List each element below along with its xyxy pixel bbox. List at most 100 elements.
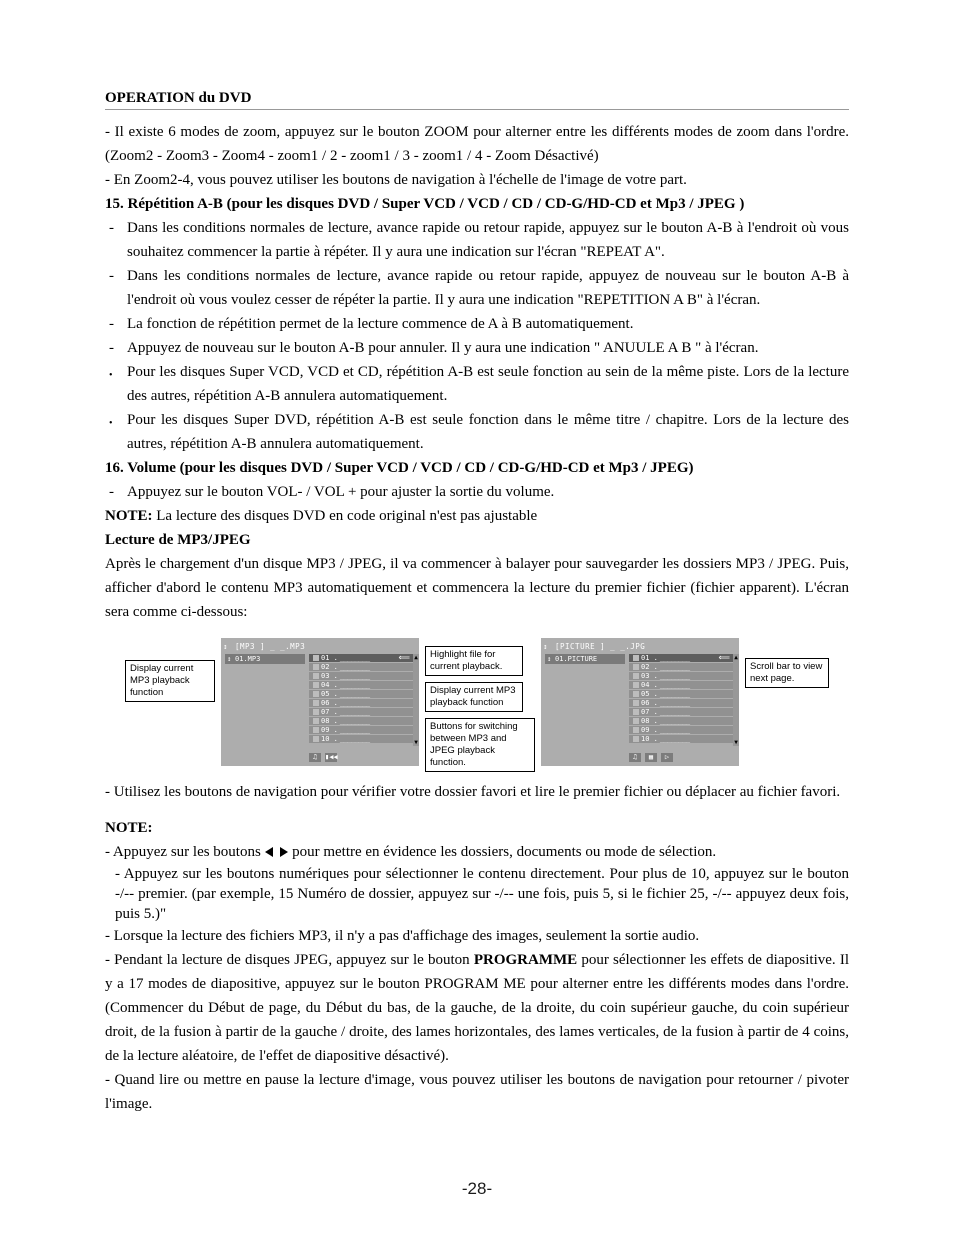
intro-para-1: - Il existe 6 modes de zoom, appuyez sur… (105, 120, 849, 168)
list-item: 01 . ⟸ (629, 654, 733, 662)
note2-line-1: - Appuyez sur les boutons pour mettre en… (105, 840, 849, 864)
lecture-title: Lecture de MP3/JPEG (105, 528, 849, 552)
note2-4c: pour sélectionner les effets de diaposit… (105, 952, 849, 1064)
lecture-para: Après le chargement d'un disque MP3 / JP… (105, 552, 849, 624)
programme-bold: PROGRAMME (474, 952, 577, 968)
note2-1b: pour mettre en évidence les dossiers, do… (288, 844, 716, 860)
bullet-text: Appuyez sur le bouton VOL- / VOL + pour … (127, 484, 554, 500)
page-number: -28- (0, 1179, 954, 1199)
file-icon (313, 718, 319, 724)
mode-buttons: ♫ ▮◀◀ (309, 753, 337, 762)
item-label: 04 . (641, 681, 658, 689)
list-item: 10 . (629, 735, 733, 743)
note-volume: NOTE: La lecture des disques DVD en code… (105, 504, 849, 528)
triangle-left-icon (265, 847, 273, 857)
item-label: 05 . (321, 690, 338, 698)
item-label: 01 . (641, 654, 658, 662)
file-icon (313, 664, 319, 670)
item-label: 07 . (321, 708, 338, 716)
list-item: 08 . (309, 717, 413, 725)
item-label: 03 . (321, 672, 338, 680)
list-item: 06 . (309, 699, 413, 707)
item-label: 02 . (321, 663, 338, 671)
list-item: 08 . (629, 717, 733, 725)
list-item: 06 . (629, 699, 733, 707)
list-item: 07 . (309, 708, 413, 716)
mode-btn-music-icon: ♫ (629, 753, 641, 762)
file-icon (313, 655, 319, 661)
mp3-file-list: 01 . ⟸ 02 . 03 . 04 . 05 . 06 . 07 . 08 .… (309, 654, 413, 743)
list-item: 07 . (629, 708, 733, 716)
item-label: 03 . (641, 672, 658, 680)
mode-btn-rewind-icon: ▮◀◀ (325, 753, 337, 762)
list-item: 04 . (629, 681, 733, 689)
updown-icon: ↕ (547, 654, 551, 664)
bullet-text: Pour les disques Super VCD, VCD et CD, r… (127, 364, 849, 404)
item-label: 09 . (641, 726, 658, 734)
note-text: La lecture des disques DVD en code origi… (153, 508, 538, 524)
back-arrow-icon: ⟸ (719, 654, 730, 662)
bullet-15-1: Dans les conditions normales de lecture,… (105, 216, 849, 264)
file-icon (313, 727, 319, 733)
list-item: 10 . (309, 735, 413, 743)
bullet-15-6: Pour les disques Super DVD, répétition A… (105, 408, 849, 456)
list-item: 02 . (629, 663, 733, 671)
note2-line-2: - Appuyez sur les boutons numériques pou… (105, 864, 849, 924)
jpeg-header-text: 01.PICTURE (555, 655, 597, 663)
item-label: 08 . (641, 717, 658, 725)
bullet-text: La fonction de répétition permet de la l… (127, 316, 633, 332)
note2-4a: - Pendant la lecture de disques JPEG, ap… (105, 952, 474, 968)
jpeg-header-bar: ↕ 01.PICTURE (545, 654, 625, 664)
bullet-text: Pour les disques Super DVD, répétition A… (127, 412, 849, 452)
mode-btn-music-icon: ♫ (309, 753, 321, 762)
callout-left: Display current MP3 playback function (125, 660, 215, 702)
file-icon (313, 736, 319, 742)
list-item: 05 . (629, 690, 733, 698)
callout-switch-buttons: Buttons for switching between MP3 and JP… (425, 718, 535, 772)
file-icon (633, 700, 639, 706)
scroll-down-icon: ▼ (414, 739, 418, 746)
item-label: 10 . (641, 735, 658, 743)
updown-icon: ↕ (227, 654, 231, 664)
item-label: 01 . (321, 654, 338, 662)
note2-line-5: - Quand lire ou mettre en pause la lectu… (105, 1068, 849, 1116)
list-item: 05 . (309, 690, 413, 698)
mp3-header-text: 01.MP3 (235, 655, 260, 663)
file-icon (313, 700, 319, 706)
note2-title: NOTE: (105, 816, 849, 840)
scroll-up-icon: ▲ (414, 654, 418, 661)
bullet-text: Appuyez de nouveau sur le bouton A-B pou… (127, 340, 758, 356)
list-item: 03 . (629, 672, 733, 680)
file-icon (633, 736, 639, 742)
scrollbar: ▲▼ (413, 654, 419, 746)
bullet-15-4: Appuyez de nouveau sur le bouton A-B pou… (105, 336, 849, 360)
bullet-15-3: La fonction de répétition permet de la l… (105, 312, 849, 336)
list-item: 09 . (309, 726, 413, 734)
jpeg-top-label: [PICTURE ] _ _.JPG (555, 642, 645, 651)
file-icon (633, 655, 639, 661)
list-item: 01 . ⟸ (309, 654, 413, 662)
file-icon (633, 718, 639, 724)
mode-buttons: ♫ ▦ ▷ (629, 753, 673, 762)
list-item: 02 . (309, 663, 413, 671)
scroll-down-icon: ▼ (734, 739, 738, 746)
file-icon (313, 709, 319, 715)
item-label: 04 . (321, 681, 338, 689)
scroll-up-icon: ▲ (734, 654, 738, 661)
mode-btn-picture-icon: ▦ (645, 753, 657, 762)
mp3-panel: [MP3 ] _ _.MP3 ↕ 01.MP3 01 . ⟸ 02 . 03 . 0… (221, 638, 419, 766)
item-label: 02 . (641, 663, 658, 671)
section-15-title: 15. Répétition A-B (pour les disques DVD… (105, 192, 849, 216)
bullet-15-2: Dans les conditions normales de lecture,… (105, 264, 849, 312)
mp3-top-label: [MP3 ] _ _.MP3 (235, 642, 305, 651)
file-icon (633, 709, 639, 715)
list-item: 04 . (309, 681, 413, 689)
mp3-jpeg-diagram: Display current MP3 playback function [M… (105, 638, 849, 772)
after-diagram-para: - Utilisez les boutons de navigation pou… (105, 780, 849, 804)
note-label: NOTE: (105, 508, 153, 524)
back-arrow-icon: ⟸ (399, 654, 410, 662)
bullet-15-5: Pour les disques Super VCD, VCD et CD, r… (105, 360, 849, 408)
file-icon (633, 673, 639, 679)
mp3-header-bar: ↕ 01.MP3 (225, 654, 305, 664)
document-page: OPERATION du DVD - Il existe 6 modes de … (0, 0, 954, 1235)
